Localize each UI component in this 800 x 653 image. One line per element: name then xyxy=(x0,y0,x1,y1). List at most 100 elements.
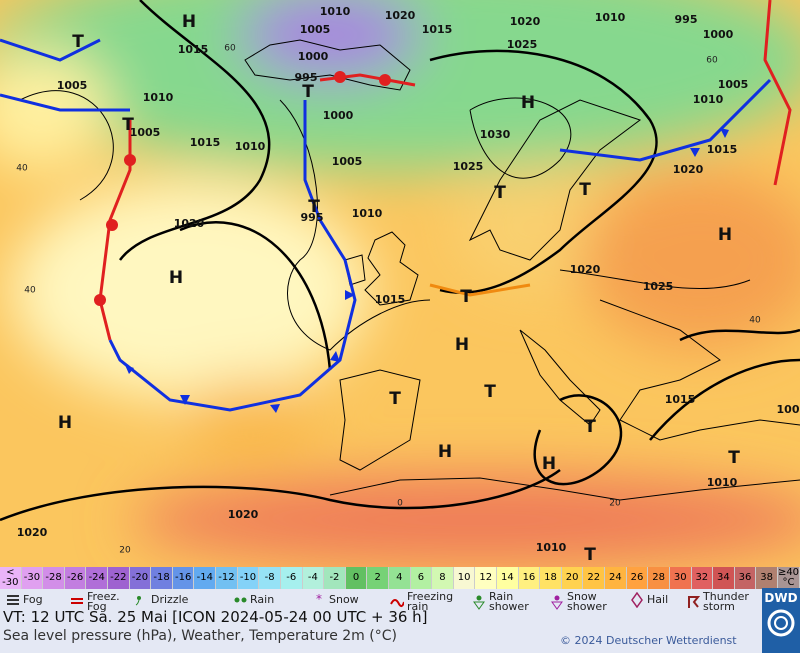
scale-cell: 4 xyxy=(388,567,411,589)
pressure-center: T xyxy=(484,382,496,402)
pressure-center: T xyxy=(302,82,314,102)
legend-icon xyxy=(71,598,83,604)
logo: DWD xyxy=(762,588,800,653)
scale-cell: 28 xyxy=(648,567,670,589)
valid-time: VT: 12 UTC Sa. 25 Mai [ICON 2024-05-24 0… xyxy=(3,608,428,626)
pressure-center: T xyxy=(389,389,401,409)
scale-cell: -28 xyxy=(43,567,65,589)
legend-label: Fog xyxy=(23,593,43,606)
fronts xyxy=(0,0,792,412)
legend-item: Freezing rain xyxy=(390,590,454,613)
isobar-label: 1005 xyxy=(300,23,331,36)
description: Sea level pressure (hPa), Weather, Tempe… xyxy=(3,628,397,644)
legend-item: Fog xyxy=(6,592,43,608)
weather-map: 1010 102010151005100099510001005101099510… xyxy=(0,0,800,567)
isobar-label: 1020 xyxy=(17,526,48,539)
legend-icon: * xyxy=(316,592,322,606)
legend-item: Snow shower xyxy=(550,590,607,613)
scale-cell: 6 xyxy=(410,567,433,589)
isobar-label: 1010 xyxy=(693,93,724,106)
isobar-label: 1000 xyxy=(703,28,734,41)
isobar-label: 1025 xyxy=(453,160,484,173)
isobar-label: 1005 xyxy=(57,79,88,92)
scale-cell: -14 xyxy=(194,567,217,589)
grid-label: 60 xyxy=(224,44,236,54)
scale-cell: 14 xyxy=(497,567,519,589)
legend-label: Drizzle xyxy=(151,593,189,606)
isobar-label: 100 xyxy=(777,403,800,416)
pressure-center: H xyxy=(169,268,183,288)
isobar-label: 1010 xyxy=(536,541,567,554)
scale-cell: -10 xyxy=(237,567,260,589)
pressure-center: H xyxy=(58,413,72,433)
isobar-label: 1025 xyxy=(507,38,538,51)
isobar-label: 1000 xyxy=(323,109,354,122)
isobar-label: 1015 xyxy=(422,23,453,36)
legend-label: Rain shower xyxy=(489,590,529,613)
scale-cell: 18 xyxy=(540,567,562,589)
scale-cell: -12 xyxy=(216,567,238,589)
svg-text:*: * xyxy=(316,592,322,606)
grid-label: 20 xyxy=(119,546,131,556)
isobar-label: 995 xyxy=(295,71,318,84)
isobar-label: 1020 xyxy=(570,263,601,276)
isobar-label: 1015 xyxy=(707,143,738,156)
scale-cell: 32 xyxy=(691,567,714,589)
isobar-label: 1015 xyxy=(375,293,406,306)
scale-cell: < -30 xyxy=(0,567,22,589)
scale-cell: 16 xyxy=(518,567,541,589)
isobar-label: 1005 xyxy=(718,78,749,91)
legend-item: Rain xyxy=(233,592,274,608)
pressure-center: H xyxy=(455,335,469,355)
pressure-center: T xyxy=(579,180,591,200)
scale-cell: ≥40 °C xyxy=(777,567,800,589)
scale-cell: 30 xyxy=(669,567,692,589)
legend-icon xyxy=(688,596,700,608)
legend-label: Rain xyxy=(250,593,275,606)
isobar-label: 1010 xyxy=(320,5,351,18)
legend-icon xyxy=(135,596,141,606)
legend-icon xyxy=(7,595,19,605)
logo-text: DWD xyxy=(764,591,798,605)
scale-cell: 22 xyxy=(583,567,606,589)
logo-swirl xyxy=(767,609,795,637)
legend-label: Thunder storm xyxy=(703,590,749,613)
legend-icon xyxy=(390,599,404,608)
scale-cell: 12 xyxy=(475,567,498,589)
weather-legend: Fog Freez. Fog Drizzle Rain * Snow Freezing ra… xyxy=(0,590,760,614)
isobar-label: 1015 xyxy=(178,43,209,56)
pressure-center: H xyxy=(182,12,196,32)
grid-label: 0 xyxy=(397,499,403,509)
isobar-label: 1020 xyxy=(510,15,541,28)
pressure-center: T xyxy=(584,417,596,437)
scale-cell: 2 xyxy=(367,567,389,589)
isobar-label: 1010 xyxy=(595,11,626,24)
scale-cell: -24 xyxy=(86,567,109,589)
pressure-center: H xyxy=(438,442,452,462)
grid-label: 40 xyxy=(24,286,36,296)
pressure-center: T xyxy=(72,32,84,52)
legend-item: Hail xyxy=(630,592,668,608)
grid-label: 60 xyxy=(706,56,718,66)
scale-cell: -20 xyxy=(129,567,152,589)
isobar-label: 1020 xyxy=(174,217,205,230)
legend-item: Rain shower xyxy=(472,590,529,613)
scale-cell: 36 xyxy=(734,567,757,589)
pressure-center: T xyxy=(494,183,506,203)
scale-cell: -4 xyxy=(302,567,325,589)
isobar-label: 995 xyxy=(675,13,698,26)
temperature-scale: < -30 -30 -28 -26 -24 -22 -20 -18 -16 -14 -12 -10 -8… xyxy=(0,567,800,589)
scale-cell: -16 xyxy=(172,567,195,589)
isobars xyxy=(0,0,800,522)
legend-label: Freezing rain xyxy=(407,590,454,613)
isobar-label: 1025 xyxy=(643,280,674,293)
grid-label: 40 xyxy=(749,316,761,326)
pressure-center: T xyxy=(122,115,134,135)
front-symbols xyxy=(94,71,729,413)
legend-item: Thunder storm xyxy=(686,590,749,613)
legend-label: Snow shower xyxy=(567,590,607,613)
legend-icon xyxy=(234,597,247,603)
legend-label: Snow xyxy=(329,593,359,606)
legend-icon xyxy=(551,595,563,610)
